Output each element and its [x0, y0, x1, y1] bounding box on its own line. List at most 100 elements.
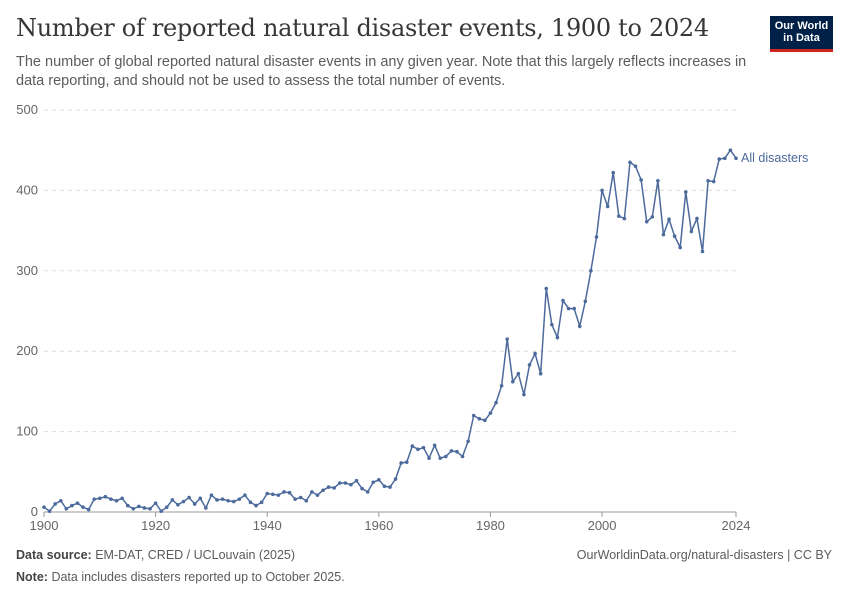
data-point [153, 501, 158, 505]
data-point [683, 190, 688, 194]
data-point [661, 232, 666, 237]
data-point [672, 234, 677, 239]
data-point [365, 490, 370, 494]
data-point [505, 337, 509, 341]
owid-logo[interactable]: Our World in Data [770, 16, 833, 52]
x-tick-label: 2024 [722, 518, 751, 533]
data-point [399, 461, 403, 465]
data-point [204, 506, 208, 510]
data-point [455, 449, 459, 454]
data-point [371, 480, 376, 485]
data-point [550, 322, 554, 327]
data-point [220, 497, 225, 501]
data-point [449, 449, 454, 453]
data-point [310, 490, 314, 494]
y-tick-label: 200 [16, 343, 38, 358]
data-point [98, 496, 102, 501]
data-point [248, 500, 253, 505]
data-point [639, 178, 643, 182]
data-point [287, 490, 292, 495]
data-point [577, 324, 582, 329]
data-point [360, 486, 364, 491]
data-point [421, 445, 426, 450]
data-point [304, 498, 309, 503]
data-point [271, 492, 275, 497]
data-point [332, 486, 336, 490]
data-point [622, 216, 627, 221]
data-point [187, 495, 191, 500]
data-point [47, 509, 52, 513]
data-point [58, 498, 63, 503]
data-point [700, 249, 705, 254]
data-point [516, 371, 521, 376]
data-point [243, 493, 247, 497]
data-point [170, 498, 175, 502]
data-point [711, 179, 716, 184]
data-point [555, 335, 560, 340]
data-point [388, 485, 392, 489]
data-point [689, 229, 694, 234]
data-point [432, 443, 437, 448]
data-point [142, 506, 147, 510]
data-point [717, 157, 722, 161]
data-point [176, 502, 180, 507]
data-point [259, 500, 264, 505]
data-point [298, 495, 303, 500]
data-note: Note: Data includes disasters reported u… [16, 570, 345, 584]
data-point [326, 485, 331, 489]
data-point [723, 156, 727, 161]
data-point [522, 392, 526, 397]
data-point [81, 505, 85, 509]
note-label: Note: [16, 570, 48, 584]
data-point [611, 170, 616, 175]
data-point [617, 214, 621, 218]
data-point [70, 503, 74, 508]
data-point [293, 497, 297, 501]
data-point [226, 498, 230, 503]
data-point [377, 478, 381, 482]
data-point [42, 505, 46, 509]
data-point [589, 269, 593, 273]
data-point [131, 506, 136, 511]
data-point [510, 379, 515, 384]
data-point [499, 383, 504, 388]
data-point [148, 506, 152, 511]
data-point [460, 454, 465, 459]
series-label: All disasters [741, 151, 808, 165]
source-url[interactable]: OurWorldinData.org/natural-disasters | C… [576, 548, 832, 562]
data-point [114, 498, 119, 503]
data-point [192, 502, 197, 506]
data-point [109, 497, 113, 501]
data-point [416, 447, 420, 452]
data-point [471, 413, 476, 418]
data-point [103, 494, 108, 499]
data-point [343, 481, 348, 485]
data-point [466, 439, 470, 444]
data-point [181, 499, 186, 504]
chart-subtitle: The number of global reported natural di… [16, 54, 747, 89]
chart-title: Number of reported natural disaster even… [16, 14, 709, 42]
data-point [410, 444, 415, 448]
data-point [276, 493, 281, 497]
data-point [583, 299, 588, 304]
data-point [254, 503, 258, 508]
y-tick-label: 300 [16, 263, 38, 278]
data-point [159, 509, 163, 513]
data-point [600, 188, 604, 193]
data-point [64, 506, 69, 511]
data-point [667, 217, 671, 222]
data-source: Data source: EM-DAT, CRED / UCLouvain (2… [16, 548, 295, 562]
data-point [92, 497, 97, 501]
data-point [527, 363, 532, 367]
x-tick-label: 1980 [476, 518, 505, 533]
data-point [728, 148, 733, 152]
data-point [231, 499, 236, 504]
data-point [209, 493, 214, 497]
data-point [566, 306, 571, 311]
y-tick-label: 100 [16, 424, 38, 439]
source-text[interactable]: EM-DAT, CRED / UCLouvain (2025) [95, 548, 296, 562]
data-point [198, 496, 203, 501]
data-point [354, 478, 359, 483]
